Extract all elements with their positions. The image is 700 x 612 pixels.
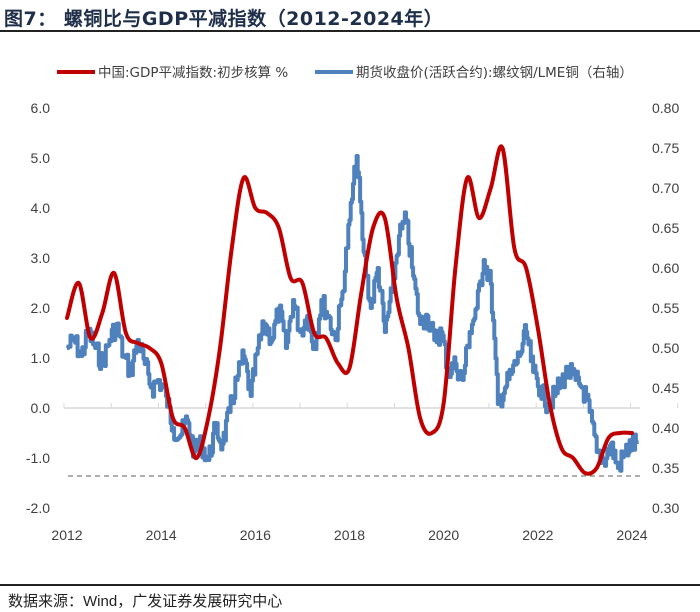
x-axis-tick-label: 2020 [428,527,459,543]
x-axis-tick-label: 2022 [522,527,553,543]
x-axis-tick-label: 2016 [240,527,271,543]
x-axis-ticks: 2012 2014 2016 2018 2020 2022 2024 [51,527,647,543]
x-axis-tick-label: 2024 [616,527,647,543]
right-axis-tick-label: 0.40 [652,420,679,436]
right-axis-tick-label: 0.65 [652,220,679,236]
zero-axis [63,403,679,409]
x-axis-tick-label: 2014 [146,527,177,543]
legend-label-rebar-copper-ratio: 期货收盘价(活跃合约):螺纹钢/LME铜（右轴） [356,64,633,81]
left-axis-tick-label: 0.0 [31,400,51,416]
right-axis-tick-label: 0.50 [652,340,679,356]
source-note: 数据来源：Wind，广发证券发展研究中心 [8,590,282,611]
right-axis-tick-label: 0.55 [652,300,679,316]
chart-title: 图7： 螺铜比与GDP平减指数（2012-2024年） [4,8,444,30]
x-axis-tick-label: 2012 [51,527,82,543]
left-axis-tick-label: 1.0 [31,350,51,366]
right-axis-ticks: 0.80 0.75 0.70 0.65 0.60 0.55 0.50 0.45 0.40 0.35… [652,100,679,516]
right-axis-tick-label: 0.30 [652,500,679,516]
left-axis-tick-label: -1.0 [26,450,50,466]
left-axis-tick-label: 4.0 [31,200,51,216]
legend-label-gdp-deflator: 中国:GDP平减指数:初步核算 % [98,64,288,81]
left-axis-tick-label: 2.0 [31,300,51,316]
title-divider [0,30,700,32]
chart-canvas: 中国:GDP平减指数:初步核算 % 期货收盘价(活跃合约):螺纹钢/LME铜（右… [26,64,680,543]
footer-divider [0,584,700,586]
legend: 中国:GDP平减指数:初步核算 % 期货收盘价(活跃合约):螺纹钢/LME铜（右… [57,64,633,81]
x-axis-tick-label: 2018 [334,527,365,543]
right-axis-tick-label: 0.60 [652,260,679,276]
right-axis-tick-label: 0.75 [652,140,679,156]
left-axis-tick-label: 3.0 [31,250,51,266]
series-line-gdp-deflator [65,144,634,476]
right-axis-tick-label: 0.80 [652,100,679,116]
right-axis-tick-label: 0.35 [652,460,679,476]
source-prefix: 数据来源： [8,592,84,610]
source-body: Wind，广发证券发展研究中心 [83,593,283,610]
series-rebar-copper-ratio [66,154,639,473]
series-line-rebar-copper-ratio [66,154,639,473]
right-axis-tick-label: 0.45 [652,380,679,396]
left-axis-ticks: 6.0 5.0 4.0 3.0 2.0 1.0 0.0 -1.0 -2.0 [26,100,50,516]
left-axis-tick-label: 6.0 [31,100,51,116]
left-axis-tick-label: -2.0 [26,500,50,516]
right-axis-tick-label: 0.70 [652,180,679,196]
left-axis-tick-label: 5.0 [31,150,51,166]
series-gdp-deflator [65,144,634,476]
